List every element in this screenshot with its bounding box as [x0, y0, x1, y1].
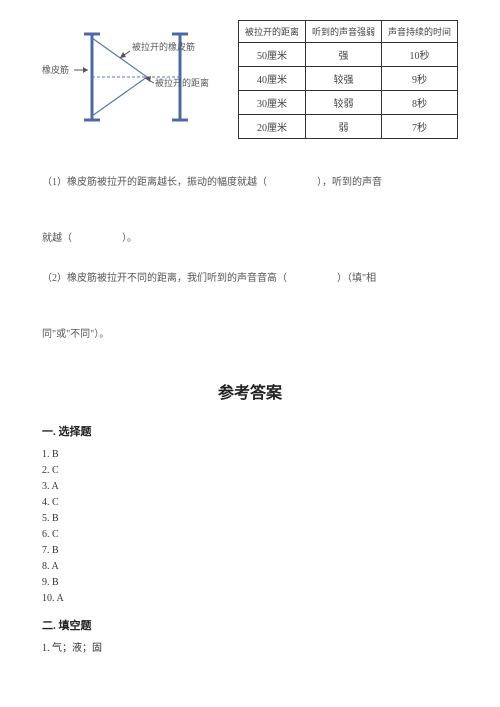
answers-title: 参考答案 [42, 379, 458, 403]
table-cell: 强 [305, 43, 381, 67]
table-header: 听到的声音强弱 [305, 21, 381, 43]
table-cell: 9秒 [381, 67, 457, 91]
q1-text: 就越（ [42, 233, 72, 244]
table-cell: 50厘米 [238, 43, 305, 67]
table-row: 40厘米 较强 9秒 [238, 67, 457, 91]
q2-text: （2）橡皮筋被拉开不同的距离，我们听到的声音音高（ [42, 273, 287, 284]
q2-text: 同"或"不同"）。 [42, 329, 109, 340]
answer-item: 3. A [42, 479, 458, 495]
diagram-label-top: 被拉开的橡皮筋 [132, 41, 195, 52]
q1-text: （1）橡皮筋被拉开的距离越长，振动的幅度就越（ [42, 177, 267, 188]
q1-text: ）。 [122, 233, 137, 244]
table-cell: 40厘米 [238, 67, 305, 91]
table-row: 30厘米 较弱 8秒 [238, 91, 457, 115]
answer-item: 5. B [42, 511, 458, 527]
answer-item: 4. C [42, 495, 458, 511]
table-row: 50厘米 强 10秒 [238, 43, 457, 67]
fill-answers: 1. 气；液；固 [42, 641, 458, 657]
section-fill: 二. 填空题 [42, 617, 458, 633]
rubber-band-diagram: 橡皮筋 被拉开的橡皮筋 被拉开的距离 [42, 28, 222, 128]
table-cell: 20厘米 [238, 115, 305, 139]
diagram-label-bottom: 被拉开的距离 [155, 77, 209, 88]
table-cell: 较弱 [305, 91, 381, 115]
table-header: 被拉开的距离 [238, 21, 305, 43]
q1-text: ），听到的声音 [317, 177, 382, 188]
table-header: 声音持续的时间 [381, 21, 457, 43]
table-cell: 7秒 [381, 115, 457, 139]
diagram-label-left: 橡皮筋 [42, 64, 69, 75]
question-1: （1）橡皮筋被拉开的距离越长，振动的幅度就越（ ），听到的声音 就越（ ）。 [42, 169, 458, 253]
question-2: （2）橡皮筋被拉开不同的距离，我们听到的声音音高（ ）（填"相 同"或"不同"）。 [42, 265, 458, 349]
table-cell: 8秒 [381, 91, 457, 115]
table-cell: 较强 [305, 67, 381, 91]
table-cell: 弱 [305, 115, 381, 139]
answer-item: 8. A [42, 559, 458, 575]
section-choice: 一. 选择题 [42, 423, 458, 439]
table-cell: 10秒 [381, 43, 457, 67]
answer-item: 10. A [42, 591, 458, 607]
answer-item: 7. B [42, 543, 458, 559]
answer-item: 9. B [42, 575, 458, 591]
answer-item: 2. C [42, 463, 458, 479]
table-cell: 30厘米 [238, 91, 305, 115]
answer-item: 6. C [42, 527, 458, 543]
answer-item: 1. 气；液；固 [42, 641, 458, 657]
table-row: 20厘米 弱 7秒 [238, 115, 457, 139]
table-header-row: 被拉开的距离 听到的声音强弱 声音持续的时间 [238, 21, 457, 43]
answer-item: 1. B [42, 447, 458, 463]
q2-text: ）（填"相 [337, 273, 376, 284]
choice-answers: 1. B 2. C 3. A 4. C 5. B 6. C 7. B 8. A … [42, 447, 458, 607]
data-table: 被拉开的距离 听到的声音强弱 声音持续的时间 50厘米 强 10秒 40厘米 较… [238, 20, 458, 139]
